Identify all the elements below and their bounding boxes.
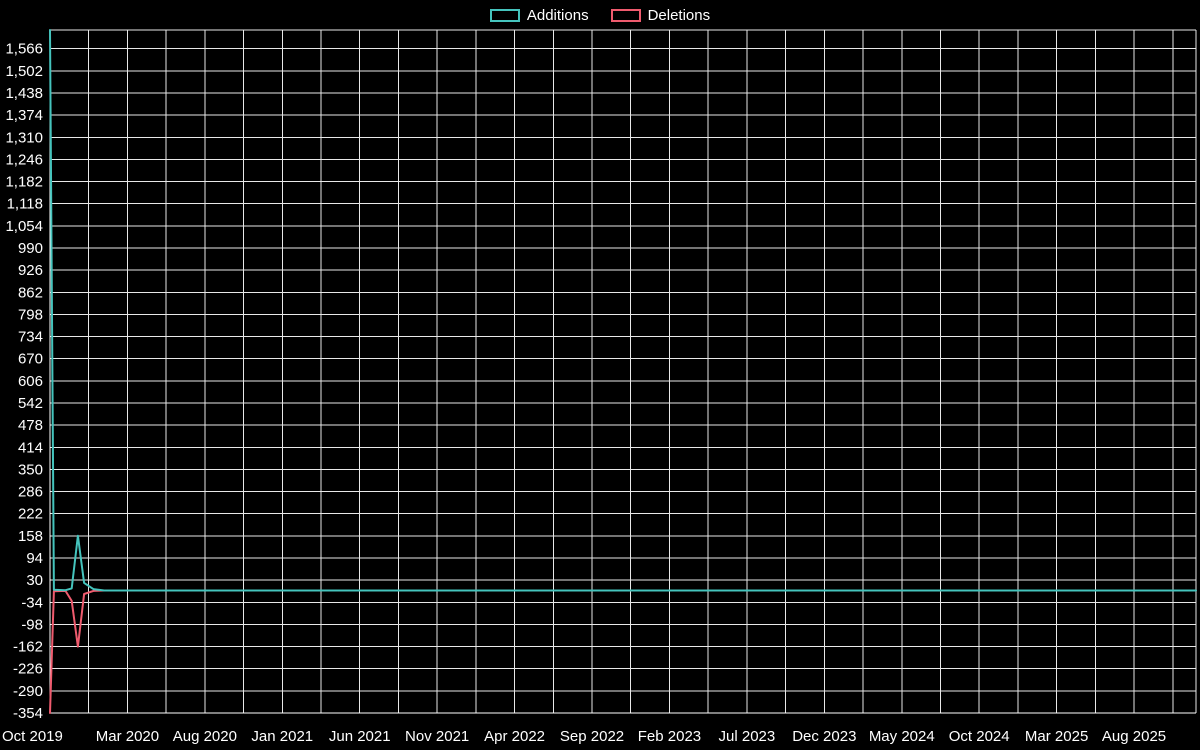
y-tick-label: 286 bbox=[18, 484, 43, 501]
y-tick-label: -354 bbox=[13, 705, 43, 722]
y-tick-label: 478 bbox=[18, 417, 43, 434]
series-line-deletions bbox=[49, 589, 1197, 714]
y-tick-label: -290 bbox=[13, 683, 43, 700]
y-tick-label: 734 bbox=[18, 329, 43, 346]
y-tick-label: 798 bbox=[18, 306, 43, 323]
y-tick-label: 926 bbox=[18, 262, 43, 279]
y-tick-label: -226 bbox=[13, 661, 43, 678]
y-tick-label: 1,310 bbox=[5, 129, 43, 146]
y-tick-label: 862 bbox=[18, 284, 43, 301]
x-tick-label: Sep 2022 bbox=[560, 728, 624, 745]
x-tick-label: Mar 2020 bbox=[96, 728, 159, 745]
series-line-additions bbox=[49, 29, 1197, 592]
y-tick-label: 1,438 bbox=[5, 85, 43, 102]
x-tick-label: Jul 2023 bbox=[719, 728, 776, 745]
x-tick-label: Apr 2022 bbox=[484, 728, 545, 745]
x-tick-label: Aug 2020 bbox=[173, 728, 237, 745]
y-tick-label: -162 bbox=[13, 639, 43, 656]
y-tick-label: 1,118 bbox=[7, 196, 43, 213]
y-tick-label: 222 bbox=[18, 506, 43, 523]
y-tick-label: 158 bbox=[18, 528, 43, 545]
legend-label-deletions: Deletions bbox=[647, 7, 711, 24]
additions-swatch-icon bbox=[489, 9, 520, 22]
x-tick-label: Dec 2023 bbox=[792, 728, 856, 745]
legend-label-additions: Additions bbox=[526, 7, 589, 24]
y-tick-label: 670 bbox=[18, 351, 43, 368]
y-tick-label: 990 bbox=[18, 240, 43, 257]
x-tick-label: Aug 2025 bbox=[1102, 728, 1166, 745]
x-tick-label: Jun 2021 bbox=[329, 728, 391, 745]
y-tick-label: -34 bbox=[21, 594, 43, 611]
x-tick-label: Jan 2021 bbox=[251, 728, 313, 745]
y-tick-label: 1,054 bbox=[5, 218, 43, 235]
y-tick-label: 94 bbox=[26, 550, 43, 567]
y-tick-label: 350 bbox=[18, 461, 43, 478]
y-tick-label: 1,182 bbox=[5, 174, 43, 191]
y-tick-label: 1,502 bbox=[5, 63, 43, 80]
y-tick-label: 414 bbox=[18, 439, 43, 456]
y-tick-label: 606 bbox=[18, 373, 43, 390]
x-tick-label: Oct 2024 bbox=[949, 728, 1010, 745]
y-tick-label: 1,246 bbox=[5, 151, 43, 168]
legend-item-additions[interactable]: Additions bbox=[489, 7, 589, 24]
y-tick-label: 1,566 bbox=[5, 41, 43, 58]
x-tick-label: Feb 2023 bbox=[638, 728, 701, 745]
chart-legend: Additions Deletions bbox=[0, 8, 1200, 23]
x-tick-label: Mar 2025 bbox=[1025, 728, 1088, 745]
y-tick-label: 1,374 bbox=[5, 107, 43, 124]
y-tick-label: 542 bbox=[18, 395, 43, 412]
legend-item-deletions[interactable]: Deletions bbox=[610, 7, 711, 24]
x-tick-label: Oct 2019 bbox=[2, 728, 63, 745]
x-tick-label: Nov 2021 bbox=[405, 728, 469, 745]
y-tick-label: -98 bbox=[21, 616, 43, 633]
y-tick-label: 30 bbox=[26, 572, 43, 589]
x-tick-label: May 2024 bbox=[869, 728, 935, 745]
deletions-swatch-icon bbox=[610, 9, 641, 22]
